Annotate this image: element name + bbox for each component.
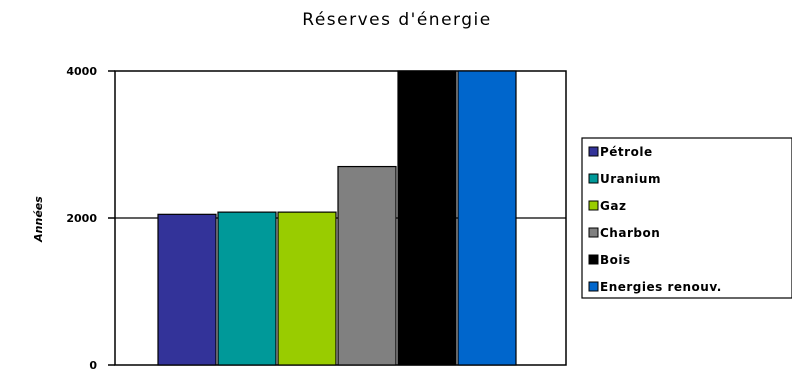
legend-label: Uranium bbox=[600, 172, 661, 186]
y-tick-label: 4000 bbox=[66, 65, 97, 78]
legend-swatch bbox=[588, 227, 599, 238]
legend-swatch bbox=[588, 146, 599, 157]
legend-swatch bbox=[588, 173, 599, 184]
legend-label: Gaz bbox=[600, 199, 626, 213]
bar bbox=[217, 211, 277, 366]
bar bbox=[457, 70, 517, 366]
bar bbox=[277, 211, 337, 366]
legend-label: Charbon bbox=[600, 226, 660, 240]
legend-box bbox=[581, 137, 792, 299]
y-tick-label: 0 bbox=[89, 359, 97, 372]
legend-label: Energies renouv. bbox=[600, 280, 722, 294]
y-tick-label: 2000 bbox=[66, 212, 97, 225]
legend-label: Bois bbox=[600, 253, 631, 267]
legend-swatch bbox=[588, 200, 599, 211]
legend-swatch bbox=[588, 254, 599, 265]
bar bbox=[397, 70, 457, 366]
legend-swatch bbox=[588, 281, 599, 292]
bar bbox=[337, 165, 397, 366]
y-axis-label: Années bbox=[32, 196, 45, 243]
legend-label: Pétrole bbox=[600, 145, 653, 159]
chart-title: Réserves d'énergie bbox=[302, 10, 491, 30]
bar bbox=[157, 213, 217, 366]
